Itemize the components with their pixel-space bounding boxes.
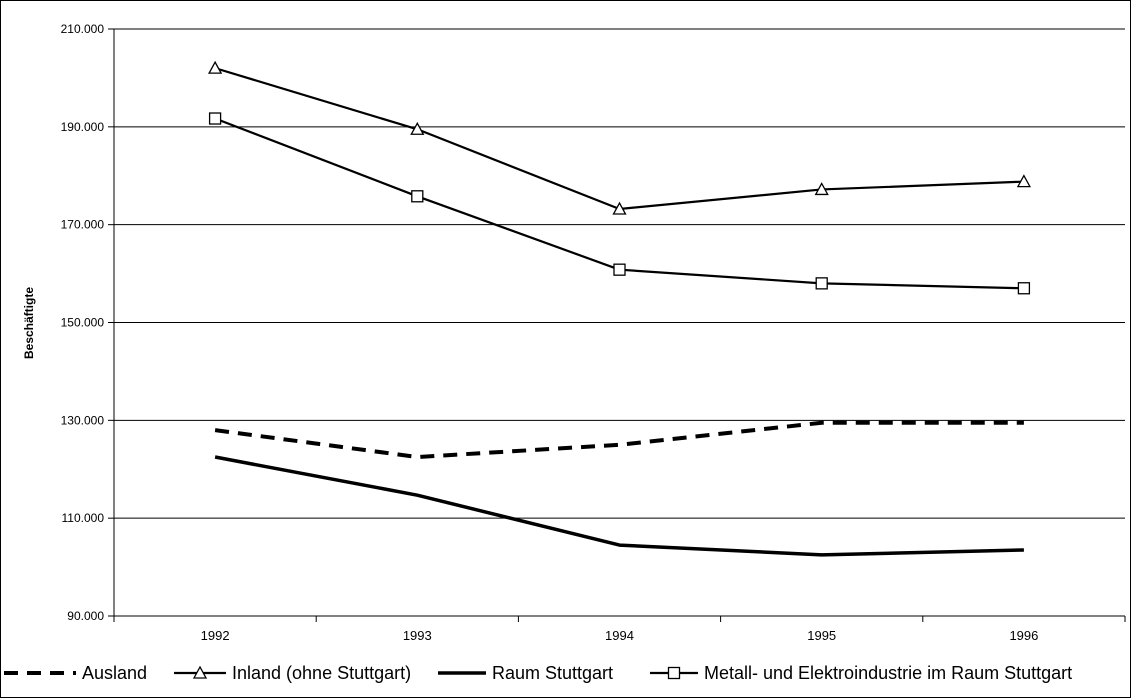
x-tick-label: 1992 xyxy=(201,628,230,643)
triangle-marker xyxy=(814,182,829,196)
triangle-marker xyxy=(192,665,208,679)
x-tick-label: 1993 xyxy=(403,628,432,643)
gridlines xyxy=(108,28,1125,617)
y-tick-label: 90.000 xyxy=(67,609,104,623)
y-tick-label: 130.000 xyxy=(61,413,105,427)
y-tick-label: 170.000 xyxy=(61,218,105,232)
series-line xyxy=(214,455,1024,557)
axes xyxy=(113,29,1126,622)
y-tick-label: 190.000 xyxy=(61,120,105,134)
y-tick-label: 110.000 xyxy=(62,511,105,525)
legend-label: Ausland xyxy=(82,663,147,683)
square-marker xyxy=(208,112,222,125)
legend-label: Inland (ohne Stuttgart) xyxy=(232,663,411,683)
y-tick-labels: 210.000 190.000 170.000 150.000 130.000 110.0… xyxy=(61,22,105,623)
legend: Ausland Inland (ohne Stuttgart) Raum Stutt… xyxy=(4,663,1072,683)
triangle-marker xyxy=(1016,174,1031,188)
square-marker xyxy=(815,277,828,290)
x-tick-label: 1995 xyxy=(807,628,836,643)
square-marker xyxy=(667,666,681,680)
triangle-marker xyxy=(208,60,223,74)
series-lines xyxy=(208,60,1031,557)
legend-label: Metall- und Elektroindustrie im Raum Stu… xyxy=(704,663,1072,683)
legend-label: Raum Stuttgart xyxy=(492,663,613,683)
x-tick-label: 1994 xyxy=(605,628,634,643)
triangle-marker xyxy=(612,201,627,215)
square-marker xyxy=(411,190,424,203)
y-tick-label: 210.000 xyxy=(61,22,105,36)
x-tick-labels: 1992 1993 1994 1995 1996 xyxy=(201,628,1039,643)
series-line xyxy=(214,420,1024,460)
x-tick-label: 1996 xyxy=(1009,628,1038,643)
square-marker xyxy=(613,263,626,276)
triangle-marker xyxy=(410,121,425,135)
y-axis-label: Beschäftigte xyxy=(22,287,36,359)
square-marker xyxy=(1017,282,1031,295)
y-tick-label: 150.000 xyxy=(61,316,105,330)
